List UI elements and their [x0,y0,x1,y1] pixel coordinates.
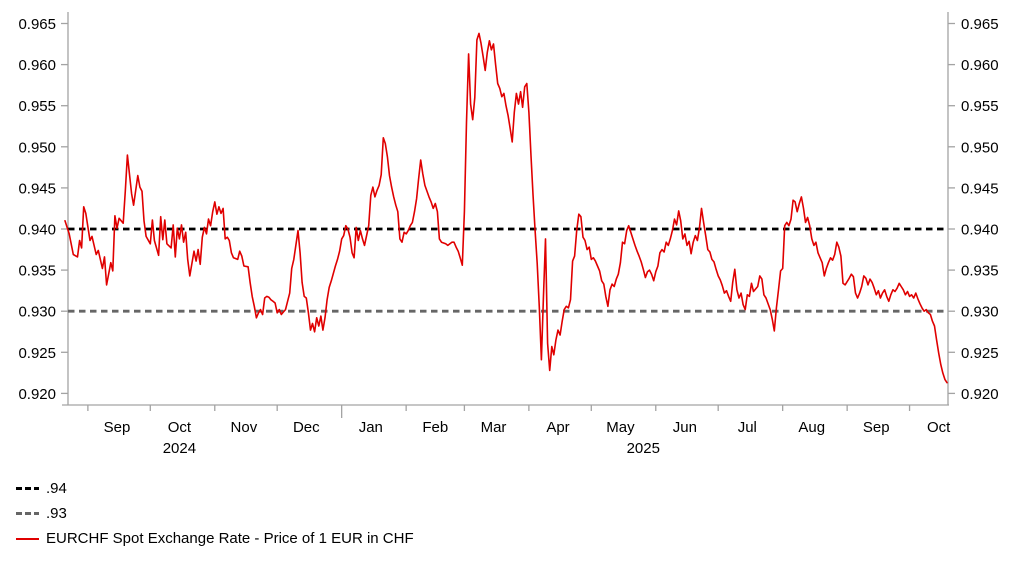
dashed-line-swatch-black [16,487,39,490]
y-tick-label-left: 0.960 [18,57,56,74]
x-year-label: 2025 [627,440,660,457]
x-month-label: Oct [927,419,951,436]
x-month-label: Aug [798,419,825,436]
y-tick-label-right: 0.960 [961,57,999,74]
y-tick-label-right: 0.935 [961,263,999,280]
eurchf-series-path [64,32,948,384]
legend-label-ref-94: .94 [46,480,67,497]
y-tick-label-left: 0.965 [18,16,56,33]
y-tick-label-left: 0.920 [18,386,56,403]
y-tick-label-left: 0.955 [18,98,56,115]
x-month-label: Apr [546,419,569,436]
y-tick-label-left: 0.935 [18,263,56,280]
y-tick-label-left: 0.940 [18,222,56,239]
y-tick-label-left: 0.950 [18,139,56,156]
y-tick-label-left: 0.925 [18,345,56,362]
x-month-label: Jul [738,419,757,436]
x-month-label: Oct [168,419,192,436]
x-month-label: Nov [231,419,258,436]
legend-item-series: EURCHF Spot Exchange Rate - Price of 1 E… [16,526,414,551]
y-tick-label-left: 0.945 [18,180,56,197]
legend-label-ref-93: .93 [46,505,67,522]
x-month-label: Jun [673,419,697,436]
x-month-label: Feb [422,419,448,436]
dashed-line-swatch-gray [16,512,39,515]
x-year-label: 2024 [163,440,196,457]
x-month-label: Mar [481,419,507,436]
legend-item-ref-93: .93 [16,501,414,526]
legend-label-series: EURCHF Spot Exchange Rate - Price of 1 E… [46,530,414,547]
legend-item-ref-94: .94 [16,476,414,501]
x-month-label: May [606,419,635,436]
y-tick-label-right: 0.950 [961,139,999,156]
y-tick-label-right: 0.965 [961,16,999,33]
y-tick-label-right: 0.955 [961,98,999,115]
y-tick-label-right: 0.920 [961,386,999,403]
y-tick-label-left: 0.930 [18,304,56,321]
y-tick-label-right: 0.930 [961,304,999,321]
solid-line-swatch-red [16,537,39,540]
chart-legend: .94 .93 EURCHF Spot Exchange Rate - Pric… [16,476,414,551]
x-month-label: Dec [293,419,320,436]
y-tick-label-right: 0.925 [961,345,999,362]
x-month-label: Jan [359,419,383,436]
y-tick-label-right: 0.940 [961,222,999,239]
y-tick-label-right: 0.945 [961,180,999,197]
x-month-label: Sep [863,419,890,436]
x-month-label: Sep [104,419,131,436]
